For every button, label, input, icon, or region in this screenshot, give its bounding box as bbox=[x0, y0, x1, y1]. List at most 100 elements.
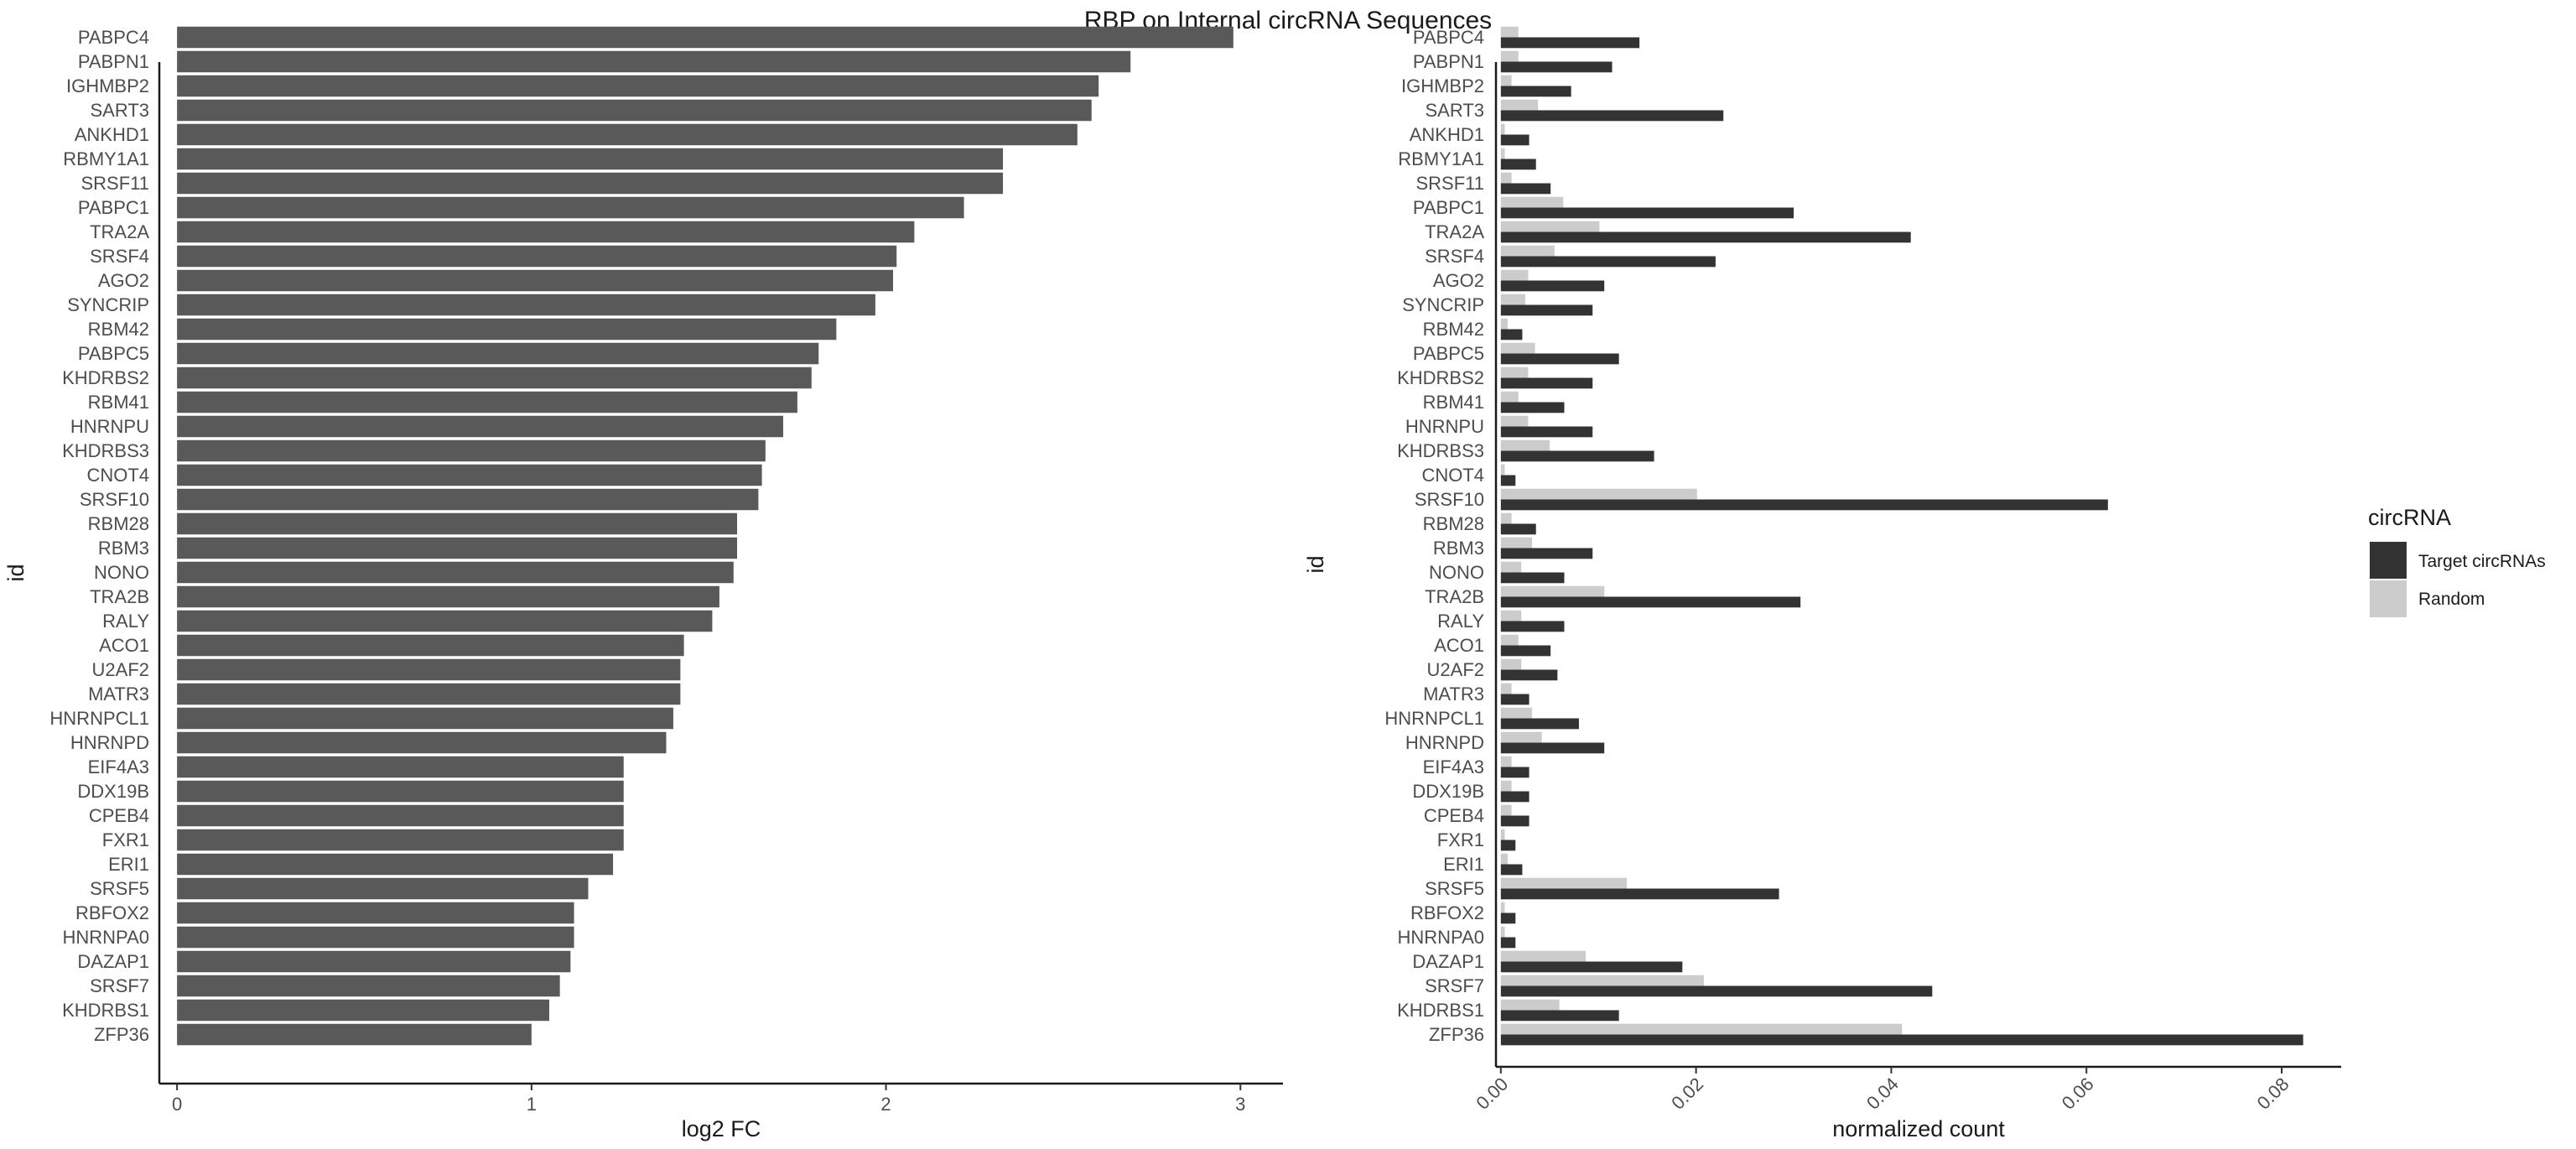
left-x-tick-label: 1 bbox=[527, 1094, 537, 1115]
y-tick-label-eif4a3: EIF4A3 bbox=[88, 756, 149, 777]
bar-random-rbm42 bbox=[1500, 318, 1508, 330]
right-x-tick-label: 0.08 bbox=[2253, 1074, 2293, 1114]
y-tick-label-fxr1: FXR1 bbox=[102, 829, 149, 850]
bar-log2fc-rbfox2 bbox=[177, 902, 574, 924]
bar-log2fc-srsf11 bbox=[177, 172, 1004, 195]
bar-target-syncrip bbox=[1500, 304, 1593, 316]
bar-random-syncrip bbox=[1500, 294, 1525, 305]
bar-log2fc-rbm28 bbox=[177, 512, 738, 535]
bar-log2fc-eri1 bbox=[177, 853, 614, 876]
bar-target-ddx19b bbox=[1500, 791, 1530, 803]
y-tick-label-aco1: ACO1 bbox=[1434, 635, 1484, 656]
bar-target-rbfox2 bbox=[1500, 912, 1516, 924]
bar-target-eif4a3 bbox=[1500, 767, 1530, 778]
right-x-tick-label: 0.04 bbox=[1862, 1074, 1903, 1114]
legend-title: circRNA bbox=[2368, 505, 2451, 530]
bar-target-tra2b bbox=[1500, 596, 1801, 608]
bar-log2fc-hnrnpcl1 bbox=[177, 707, 673, 730]
bar-target-raly bbox=[1500, 621, 1565, 632]
y-tick-label-srsf7: SRSF7 bbox=[1425, 975, 1484, 996]
bar-random-pabpn1 bbox=[1500, 50, 1519, 62]
bar-log2fc-khdrbs2 bbox=[177, 367, 812, 389]
right-y-axis-title: id bbox=[1303, 555, 1328, 573]
y-tick-label-cnot4: CNOT4 bbox=[86, 465, 149, 486]
bar-random-khdrbs1 bbox=[1500, 999, 1560, 1011]
bar-random-fxr1 bbox=[1500, 829, 1505, 840]
bar-log2fc-srsf4 bbox=[177, 245, 897, 268]
bar-random-rbm41 bbox=[1500, 391, 1519, 403]
y-tick-label-cpeb4: CPEB4 bbox=[1424, 805, 1484, 826]
y-tick-label-hnrnpa0: HNRNPA0 bbox=[1397, 927, 1484, 948]
bar-random-ddx19b bbox=[1500, 780, 1512, 792]
y-tick-label-sart3: SART3 bbox=[1425, 100, 1484, 121]
y-tick-label-pabpc4: PABPC4 bbox=[78, 27, 149, 48]
y-tick-label-raly: RALY bbox=[102, 611, 149, 632]
y-tick-label-srsf4: SRSF4 bbox=[90, 246, 149, 267]
y-tick-label-matr3: MATR3 bbox=[88, 684, 149, 704]
bar-random-hnrnpcl1 bbox=[1500, 707, 1533, 719]
y-tick-label-eif4a3: EIF4A3 bbox=[1423, 756, 1484, 777]
y-tick-label-rbm3: RBM3 bbox=[1433, 538, 1484, 559]
bar-log2fc-dazap1 bbox=[177, 950, 571, 973]
bar-log2fc-syncrip bbox=[177, 294, 875, 316]
bar-target-tra2a bbox=[1500, 231, 1911, 243]
bar-random-pabpc4 bbox=[1500, 26, 1519, 38]
y-tick-label-raly: RALY bbox=[1437, 611, 1484, 632]
bar-random-ankhd1 bbox=[1500, 123, 1505, 135]
bar-target-hnrnpa0 bbox=[1500, 937, 1516, 949]
bar-log2fc-hnrnpa0 bbox=[177, 926, 574, 949]
bar-target-u2af2 bbox=[1500, 669, 1558, 681]
bar-target-pabpc1 bbox=[1500, 207, 1794, 219]
bar-target-srsf4 bbox=[1500, 256, 1716, 268]
bar-random-zfp36 bbox=[1500, 1023, 1903, 1035]
y-tick-label-khdrbs1: KHDRBS1 bbox=[62, 1000, 149, 1021]
bar-target-cpeb4 bbox=[1500, 815, 1530, 827]
bar-target-fxr1 bbox=[1500, 840, 1516, 851]
bar-random-raly bbox=[1500, 610, 1522, 621]
left-x-tick-label: 3 bbox=[1235, 1094, 1245, 1115]
bar-random-hnrnpd bbox=[1500, 731, 1542, 743]
right-x-axis-title: normalized count bbox=[1832, 1116, 2005, 1141]
y-tick-label-syncrip: SYNCRIP bbox=[67, 294, 149, 315]
y-tick-label-ankhd1: ANKHD1 bbox=[1410, 124, 1484, 145]
y-tick-label-srsf10: SRSF10 bbox=[1415, 489, 1484, 510]
bar-target-rbm28 bbox=[1500, 523, 1536, 535]
y-tick-label-khdrbs2: KHDRBS2 bbox=[1397, 367, 1484, 388]
y-tick-label-ighmbp2: IGHMBP2 bbox=[1401, 75, 1484, 96]
bar-log2fc-rbm41 bbox=[177, 391, 797, 413]
bar-random-khdrbs3 bbox=[1500, 439, 1550, 451]
bar-log2fc-aco1 bbox=[177, 634, 684, 657]
y-tick-label-srsf11: SRSF11 bbox=[1415, 173, 1484, 194]
bar-log2fc-rbm42 bbox=[177, 318, 837, 341]
y-tick-label-khdrbs3: KHDRBS3 bbox=[62, 440, 149, 461]
bar-target-ankhd1 bbox=[1500, 134, 1530, 146]
bar-random-dazap1 bbox=[1500, 950, 1587, 962]
legend-key-random bbox=[2370, 580, 2407, 617]
y-tick-label-pabpc1: PABPC1 bbox=[78, 197, 149, 218]
bar-log2fc-pabpc1 bbox=[177, 196, 964, 219]
y-tick-label-srsf7: SRSF7 bbox=[90, 975, 149, 996]
y-tick-label-hnrnpa0: HNRNPA0 bbox=[62, 927, 149, 948]
bar-target-pabpn1 bbox=[1500, 61, 1613, 73]
y-tick-label-pabpc5: PABPC5 bbox=[78, 343, 149, 364]
y-tick-label-tra2a: TRA2A bbox=[1425, 221, 1484, 242]
legend-key-target-circrnas bbox=[2370, 542, 2407, 579]
bar-target-pabpc5 bbox=[1500, 353, 1619, 365]
y-tick-label-hnrnpu: HNRNPU bbox=[70, 416, 149, 437]
left-x-tick-label: 0 bbox=[172, 1094, 182, 1115]
y-tick-label-hnrnpd: HNRNPD bbox=[1405, 732, 1484, 753]
bar-target-hnrnpcl1 bbox=[1500, 718, 1579, 730]
y-tick-label-hnrnpu: HNRNPU bbox=[1405, 416, 1484, 437]
bar-log2fc-cnot4 bbox=[177, 464, 762, 486]
bar-random-eif4a3 bbox=[1500, 756, 1512, 767]
bar-random-matr3 bbox=[1500, 683, 1512, 694]
bar-target-hnrnpu bbox=[1500, 426, 1593, 438]
bar-log2fc-rbm3 bbox=[177, 537, 738, 559]
bar-target-rbm3 bbox=[1500, 548, 1593, 559]
bar-random-srsf4 bbox=[1500, 245, 1555, 257]
right-x-tick-label: 0.02 bbox=[1667, 1074, 1707, 1114]
y-tick-label-fxr1: FXR1 bbox=[1437, 829, 1484, 850]
bar-target-zfp36 bbox=[1500, 1034, 2303, 1046]
bar-random-cpeb4 bbox=[1500, 804, 1512, 816]
y-tick-label-dazap1: DAZAP1 bbox=[77, 951, 149, 972]
